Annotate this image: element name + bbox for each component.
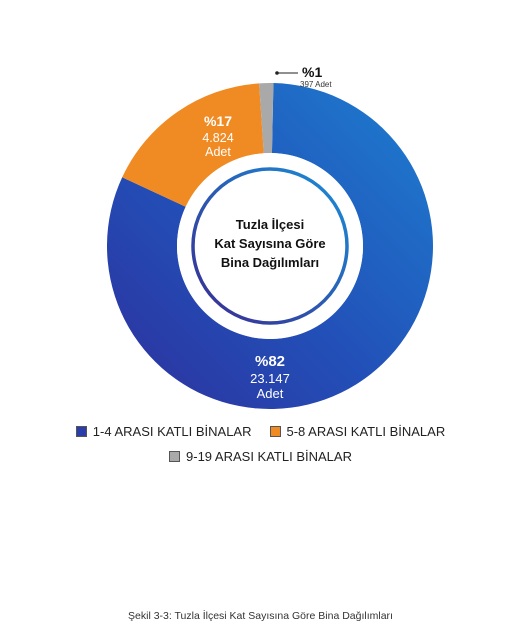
legend-label-9-19: 9-19 ARASI KATLI BİNALAR xyxy=(186,449,352,464)
slice-2-unit-label: Adet xyxy=(205,145,231,159)
slice-1-count-label: 23.147 xyxy=(250,371,290,386)
center-title-line-1: Tuzla İlçesi xyxy=(236,217,304,232)
slice-3-count-label: 397 Adet xyxy=(300,80,332,89)
legend-label-5-8: 5-8 ARASI KATLI BİNALAR xyxy=(286,424,446,439)
legend-item-1-4: 1-4 ARASI KATLI BİNALAR xyxy=(75,424,252,439)
donut-slices xyxy=(106,83,433,409)
legend-swatch-1-4 xyxy=(75,426,87,437)
legend-row-1: 1-4 ARASI KATLI BİNALAR 5-8 ARASI KATLI … xyxy=(0,424,521,439)
slice-5-8 xyxy=(122,83,264,207)
slice-9-19 xyxy=(259,83,274,154)
slice-3-percent-label: %1 xyxy=(302,64,322,80)
legend-item-9-19: 9-19 ARASI KATLI BİNALAR xyxy=(169,449,352,464)
legend-swatch-5-8 xyxy=(269,426,281,437)
center-title-line-2: Kat Sayısına Göre xyxy=(214,236,325,251)
slice-1-percent-label: %82 xyxy=(255,353,285,370)
legend-row-2: 9-19 ARASI KATLI BİNALAR xyxy=(0,449,521,464)
slice-1-4 xyxy=(106,83,433,409)
center-ring xyxy=(191,167,349,325)
legend-label-1-4: 1-4 ARASI KATLI BİNALAR xyxy=(92,424,252,439)
legend: 1-4 ARASI KATLI BİNALAR 5-8 ARASI KATLI … xyxy=(0,424,521,474)
legend-item-5-8: 5-8 ARASI KATLI BİNALAR xyxy=(269,424,446,439)
center-title-line-3: Bina Dağılımları xyxy=(221,255,319,270)
slice-3-leader-dot xyxy=(275,71,279,75)
figure-caption: Şekil 3-3: Tuzla İlçesi Kat Sayısına Gör… xyxy=(128,610,393,622)
legend-swatch-9-19 xyxy=(169,451,181,462)
slice-2-percent-label: %17 xyxy=(204,113,232,129)
center-disc xyxy=(177,153,363,339)
slice-2-count-label: 4.824 xyxy=(202,131,233,145)
slice-1-unit-label: Adet xyxy=(257,386,284,401)
